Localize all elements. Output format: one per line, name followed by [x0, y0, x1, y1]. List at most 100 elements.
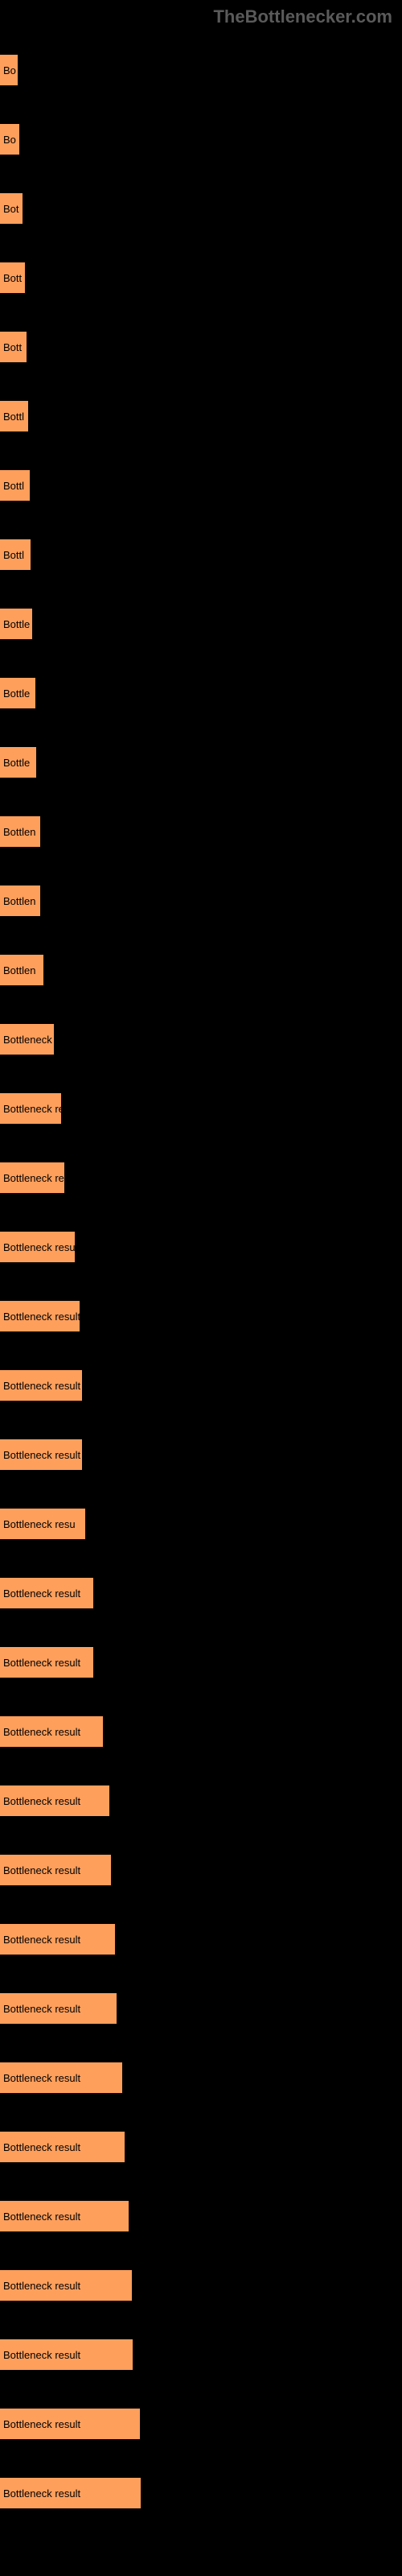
- bar-label: Bottlen: [3, 964, 35, 976]
- bar-row: Bottleneck result: [0, 1977, 402, 2046]
- bar-label: Bott: [3, 272, 22, 284]
- bar: Bottlen: [0, 886, 40, 916]
- bar: Bottleneck result: [0, 1993, 117, 2024]
- bar: Bottl: [0, 401, 28, 431]
- bar-label: Bottleneck result: [3, 1795, 80, 1807]
- bar-row: Bottleneck result: [0, 1562, 402, 1631]
- bar-label: Bottle: [3, 618, 30, 630]
- bar-label: Bottleneck result: [3, 2418, 80, 2430]
- bar-label: Bottleneck result: [3, 2349, 80, 2361]
- bar-label: Bott: [3, 341, 22, 353]
- bar-label: Bottleneck result: [3, 1864, 80, 1876]
- bar-row: Bottleneck result: [0, 1769, 402, 1839]
- bar-row: Bottleneck result: [0, 1839, 402, 1908]
- bar-row: Bottleneck result: [0, 1631, 402, 1700]
- bar-label: Bottleneck result: [3, 1934, 80, 1946]
- bar-row: Bottleneck result: [0, 1216, 402, 1285]
- bar-row: Bottleneck result: [0, 2392, 402, 2462]
- bar: Bottleneck result: [0, 2201, 129, 2231]
- bar-row: Bottl: [0, 385, 402, 454]
- bar: Bottleneck result: [0, 1232, 75, 1262]
- bar: Bottleneck result: [0, 1370, 82, 1401]
- bar-label: Bottleneck result: [3, 2211, 80, 2223]
- bar-label: Bottleneck re: [3, 1172, 64, 1184]
- bar: Bot: [0, 193, 23, 224]
- watermark-text: TheBottlenecker.com: [0, 0, 402, 31]
- bar: Bottleneck re: [0, 1162, 64, 1193]
- bar: Bottleneck result: [0, 1785, 109, 1816]
- bar-label: Bottle: [3, 757, 30, 769]
- bar-label: Bottleneck resu: [3, 1103, 76, 1115]
- bar: Bottleneck result: [0, 2062, 122, 2093]
- bar: Bottleneck result: [0, 1439, 82, 1470]
- bar-label: Bottleneck result: [3, 2280, 80, 2292]
- bar: Bott: [0, 262, 25, 293]
- bar: Bottleneck resu: [0, 1509, 85, 1539]
- bar: Bott: [0, 332, 27, 362]
- bar-label: Bottleneck result: [3, 1380, 80, 1392]
- bar: Bottle: [0, 678, 35, 708]
- bar: Bottleneck result: [0, 2409, 140, 2439]
- bar-row: Bott: [0, 246, 402, 316]
- bar-row: Bott: [0, 316, 402, 385]
- bar-row: Bottleneck result: [0, 1423, 402, 1492]
- bar-label: Bottleneck result: [3, 1449, 80, 1461]
- bar-row: Bottlen: [0, 939, 402, 1008]
- bar-row: Bottleneck re: [0, 1146, 402, 1216]
- bar-row: Bottleneck result: [0, 2116, 402, 2185]
- bar-label: Bottleneck: [3, 1034, 52, 1046]
- bar-label: Bottleneck result: [3, 1657, 80, 1669]
- bar-row: Bottlen: [0, 800, 402, 869]
- bar: Bottleneck result: [0, 1301, 80, 1331]
- bar-row: Bottleneck result: [0, 2046, 402, 2116]
- bar-row: Bottleneck result: [0, 2462, 402, 2531]
- bar: Bottleneck result: [0, 1855, 111, 1885]
- bar-label: Bottleneck result: [3, 1587, 80, 1600]
- bar: Bottleneck result: [0, 2270, 132, 2301]
- bar-label: Bottleneck result: [3, 1241, 80, 1253]
- bar-row: Bo: [0, 39, 402, 108]
- bar-row: Bottleneck resu: [0, 1492, 402, 1562]
- bar: Bottlen: [0, 955, 43, 985]
- bar: Bottl: [0, 470, 30, 501]
- bar-row: Bottleneck result: [0, 1354, 402, 1423]
- bar-label: Bottl: [3, 480, 24, 492]
- bar-row: Bottleneck result: [0, 1908, 402, 1977]
- bar-label: Bottleneck result: [3, 2072, 80, 2084]
- bar-row: Bottlen: [0, 869, 402, 939]
- bar-label: Bottleneck result: [3, 2487, 80, 2500]
- bar-label: Bottlen: [3, 826, 35, 838]
- bar: Bo: [0, 124, 19, 155]
- bar: Bottleneck result: [0, 1647, 93, 1678]
- bar: Bottleneck resu: [0, 1093, 61, 1124]
- bar-row: Bottleneck result: [0, 2185, 402, 2254]
- bar-label: Bottlen: [3, 895, 35, 907]
- bar: Bottleneck result: [0, 2132, 125, 2162]
- bar-label: Bot: [3, 203, 19, 215]
- bar-label: Bo: [3, 64, 16, 76]
- bar: Bottleneck result: [0, 2339, 133, 2370]
- bar: Bottlen: [0, 816, 40, 847]
- bar-label: Bottl: [3, 549, 24, 561]
- bar-label: Bottle: [3, 687, 30, 700]
- bar: Bottl: [0, 539, 31, 570]
- bar: Bottle: [0, 747, 36, 778]
- bar-row: Bottle: [0, 592, 402, 662]
- bar: Bottleneck result: [0, 1716, 103, 1747]
- bar: Bottleneck result: [0, 2478, 141, 2508]
- bar-chart: Bo Bo Bot Bott Bott Bottl Bottl Bottl Bottle Bott…: [0, 31, 402, 2547]
- bar-label: Bottleneck result: [3, 1726, 80, 1738]
- bar-label: Bottleneck result: [3, 2141, 80, 2153]
- bar: Bottleneck result: [0, 1924, 115, 1955]
- bar-row: Bottl: [0, 523, 402, 592]
- bar: Bo: [0, 55, 18, 85]
- bar-row: Bottl: [0, 454, 402, 523]
- bar-row: Bottleneck resu: [0, 1077, 402, 1146]
- bar-label: Bottl: [3, 411, 24, 423]
- bar-label: Bo: [3, 134, 16, 146]
- bar-row: Bottleneck result: [0, 2323, 402, 2392]
- bar-row: Bottleneck result: [0, 1700, 402, 1769]
- bar-label: Bottleneck result: [3, 1311, 80, 1323]
- bar-row: Bot: [0, 177, 402, 246]
- bar-row: Bottleneck result: [0, 2254, 402, 2323]
